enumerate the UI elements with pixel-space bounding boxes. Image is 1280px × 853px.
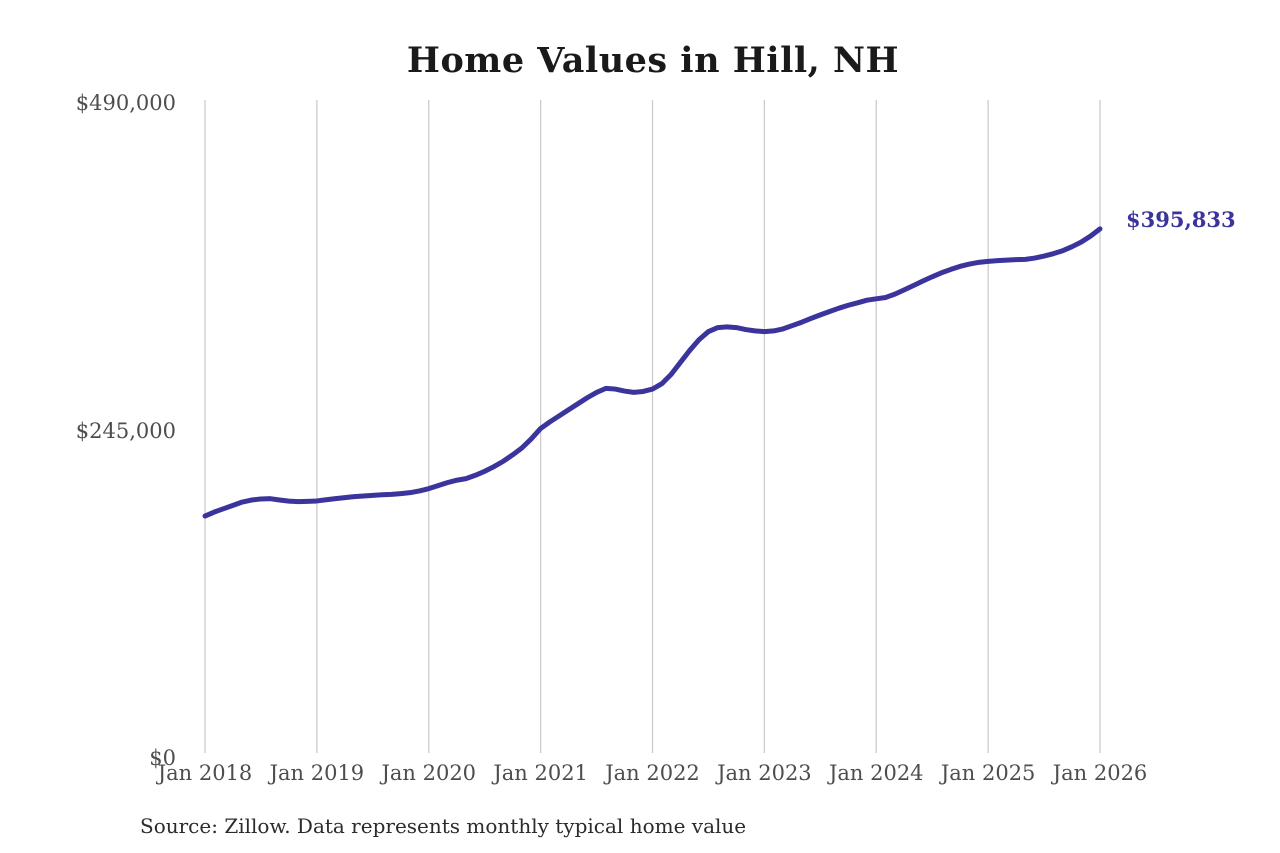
- x-tick-label: Jan 2024: [828, 761, 924, 785]
- x-tick-label: Jan 2026: [1052, 761, 1148, 785]
- final-value-label: $395,833: [1126, 206, 1236, 232]
- chart-title: Home Values in Hill, NH: [406, 40, 900, 81]
- y-tick-label: $245,000: [75, 418, 176, 443]
- source-note: Source: Zillow. Data represents monthly …: [140, 814, 747, 838]
- home-value-line: [202, 226, 1103, 519]
- x-tick-label: Jan 2023: [717, 761, 812, 785]
- x-tick-label: Jan 2025: [940, 761, 1036, 785]
- x-tick-label: Jan 2018: [157, 761, 253, 785]
- y-tick-label: $490,000: [75, 91, 176, 115]
- x-tick-label: Jan 2019: [269, 761, 365, 785]
- x-tick-label: Jan 2021: [493, 761, 588, 785]
- x-tick-label: Jan 2022: [605, 761, 700, 785]
- y-tick-label: $0: [149, 746, 176, 770]
- x-tick-label: Jan 2020: [381, 761, 477, 785]
